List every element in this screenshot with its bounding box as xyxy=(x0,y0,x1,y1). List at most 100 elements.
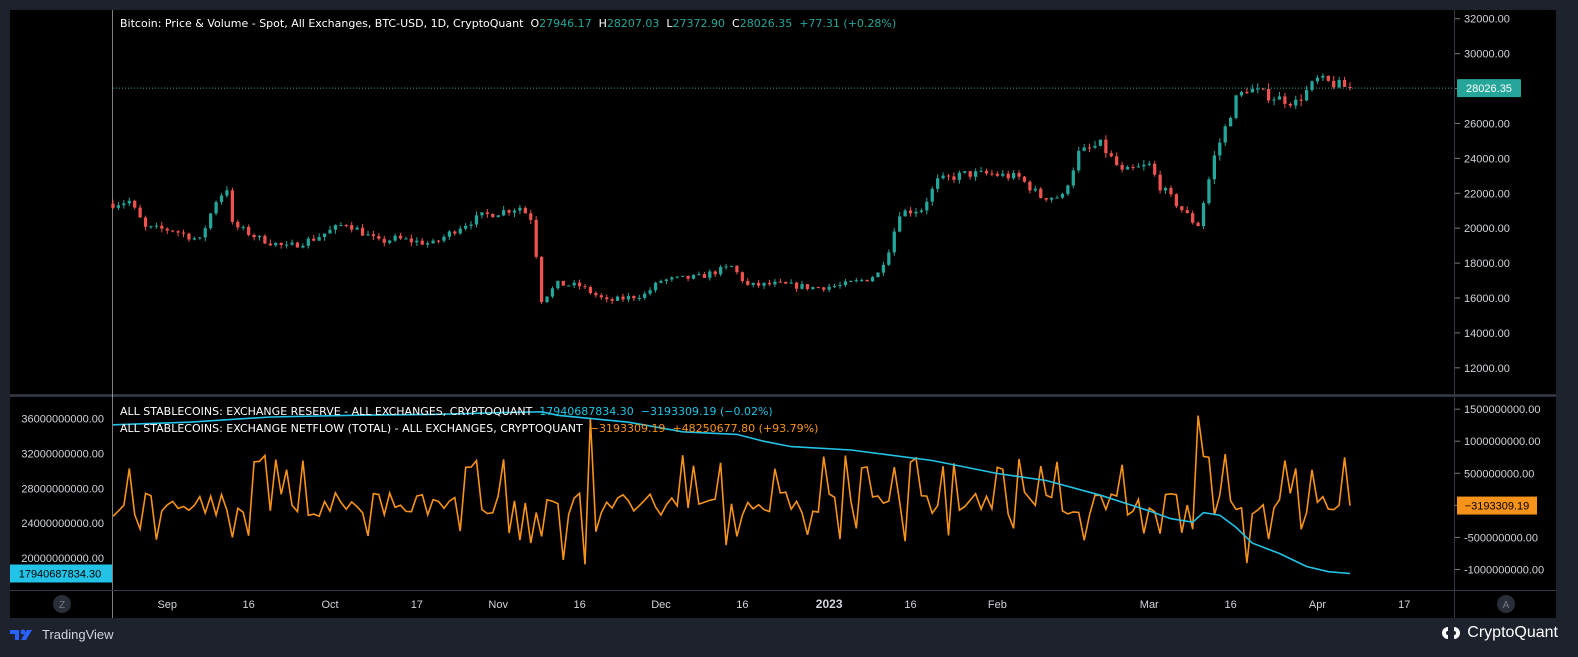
reserve-tick-label: 36000000000.00 xyxy=(21,414,104,426)
candle-body xyxy=(1261,88,1265,90)
candle-body xyxy=(1326,75,1330,81)
reserve-value-tag xyxy=(10,564,112,583)
candle-body xyxy=(116,205,121,208)
candle-body xyxy=(1022,176,1027,182)
candle-body xyxy=(447,231,452,237)
candle-body xyxy=(1066,185,1070,194)
candle-body xyxy=(1098,139,1103,146)
candle-body xyxy=(941,175,945,179)
candle-body xyxy=(740,272,744,282)
candle-body xyxy=(648,290,652,294)
open-value: 27946.17 xyxy=(539,17,592,30)
candle-body xyxy=(149,226,153,228)
candle-body xyxy=(1011,173,1016,179)
right-axis-price[interactable] xyxy=(1455,10,1556,394)
time-tick-label: 16 xyxy=(1225,599,1237,611)
candle-body xyxy=(1342,79,1347,87)
time-tick-label: 16 xyxy=(573,599,585,611)
candle-body xyxy=(784,281,788,284)
price-tick-label: 24000.00 xyxy=(1464,153,1510,165)
candle-body xyxy=(561,280,565,286)
time-axis[interactable] xyxy=(10,591,1556,618)
candle-body xyxy=(209,213,213,229)
candle-body xyxy=(610,299,614,301)
candle-body xyxy=(1196,222,1200,227)
auto-scale-button-left[interactable]: Z xyxy=(53,595,71,613)
candle-body xyxy=(599,295,603,298)
indicator-pane[interactable] xyxy=(10,397,1454,590)
candle-body xyxy=(474,215,479,225)
netflow-value-tag-label: −3193309.19 xyxy=(1465,501,1530,513)
open-label: O xyxy=(530,17,540,30)
price-pane[interactable] xyxy=(10,10,1454,394)
candle-body xyxy=(388,240,392,243)
candle-body xyxy=(849,281,853,283)
candle-body xyxy=(409,238,414,243)
price-tick-label: 20000.00 xyxy=(1464,223,1510,235)
price-tick-label: 22000.00 xyxy=(1464,188,1510,200)
candle-body xyxy=(545,296,549,303)
right-axis-indicator[interactable] xyxy=(1455,397,1556,590)
netflow-tick-label: -1000000000.00 xyxy=(1464,564,1544,576)
candle-body xyxy=(507,210,511,213)
candle-body xyxy=(187,233,191,240)
candle-body xyxy=(1147,163,1151,165)
candle-body xyxy=(1169,188,1173,195)
candle-body xyxy=(496,215,500,218)
candle-body xyxy=(382,238,386,243)
candle-body xyxy=(328,229,332,234)
candle-body xyxy=(719,266,723,275)
candle-body xyxy=(322,233,327,237)
candle-body xyxy=(160,225,164,229)
time-tick-label: Oct xyxy=(321,599,338,611)
candle-body xyxy=(908,210,913,214)
candle-body xyxy=(974,171,978,177)
candle-body xyxy=(903,210,907,217)
reserve-tick-label: 32000000000.00 xyxy=(21,449,104,461)
candle-body xyxy=(344,225,348,227)
candle-body xyxy=(870,277,875,282)
left-axis-indicator[interactable] xyxy=(10,397,112,590)
cryptoquant-branding[interactable]: CryptoQuant xyxy=(1441,624,1558,642)
tradingview-branding[interactable]: TradingView xyxy=(10,627,114,642)
candle-body xyxy=(1087,147,1092,149)
candle-body xyxy=(426,243,430,245)
candle-body xyxy=(1158,174,1162,191)
netflow-legend-change: +48250677.80 (+93.79%) xyxy=(672,422,819,435)
candle-body xyxy=(1288,103,1292,106)
candle-body xyxy=(697,274,701,276)
candle-body xyxy=(502,210,506,216)
candle-body xyxy=(252,234,256,238)
candle-body xyxy=(1109,153,1113,157)
candle-body xyxy=(621,296,625,300)
candle-body xyxy=(751,282,755,285)
candle-body xyxy=(990,173,994,175)
candle-body xyxy=(1294,99,1298,106)
candle-body xyxy=(686,275,690,279)
price-legend-title: Bitcoin: Price & Volume - Spot, All Exch… xyxy=(120,17,524,30)
candle-body xyxy=(1348,86,1352,89)
candle-body xyxy=(816,287,820,289)
netflow-series-line xyxy=(112,415,1351,565)
candle-body xyxy=(523,207,527,214)
candle-body xyxy=(675,276,679,278)
candle-body xyxy=(1185,210,1189,214)
candle-body xyxy=(1277,96,1282,100)
candle-body xyxy=(1077,150,1081,171)
candle-body xyxy=(789,282,793,284)
candle-body xyxy=(198,237,202,239)
candle-body xyxy=(670,277,674,280)
candle-body xyxy=(691,274,696,279)
auto-scale-button-right[interactable]: A xyxy=(1497,595,1515,613)
candle-body xyxy=(534,219,538,257)
candle-body xyxy=(1120,165,1124,170)
candle-body xyxy=(274,242,278,246)
candle-body xyxy=(963,171,967,173)
candle-body xyxy=(1304,89,1309,101)
candle-body xyxy=(1229,117,1233,127)
candle-body xyxy=(1332,80,1336,88)
candle-body xyxy=(1310,81,1314,90)
candle-body xyxy=(415,240,419,243)
candle-body xyxy=(518,207,522,211)
